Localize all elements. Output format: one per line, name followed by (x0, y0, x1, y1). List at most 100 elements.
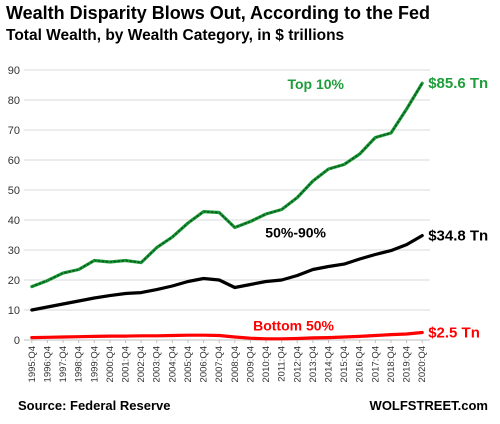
data-point (93, 259, 95, 262)
data-point (390, 334, 392, 336)
data-point (156, 289, 158, 291)
data-point (312, 268, 314, 271)
data-point (327, 168, 330, 170)
data-point (296, 196, 298, 199)
data-point (327, 265, 330, 268)
data-point (421, 82, 423, 84)
x-tick-label: 1995:Q4 (27, 346, 38, 382)
x-tick-label: 2015:Q4 (339, 346, 350, 382)
data-point (312, 337, 314, 339)
data-point (265, 280, 267, 283)
data-point (187, 280, 189, 283)
data-point (421, 331, 423, 334)
data-point (234, 226, 236, 229)
data-point (281, 208, 283, 211)
end-value-label: $85.6 Tn (428, 75, 488, 92)
data-point (359, 335, 361, 337)
y-tick-label: 30 (8, 245, 20, 257)
x-tick-label: 2001:Q4 (121, 346, 132, 382)
source-note: Source: Federal Reserve (18, 398, 171, 413)
x-tick-label: 2002:Q4 (136, 346, 147, 382)
data-point (374, 334, 376, 337)
x-tick-label: 2004:Q4 (167, 346, 178, 382)
data-point (296, 337, 298, 340)
data-point (78, 268, 80, 271)
data-point (187, 334, 189, 336)
x-tick-label: 2006:Q4 (199, 346, 210, 382)
x-tick-label: 2007:Q4 (214, 346, 225, 382)
x-tick-label: 2003:Q4 (152, 346, 163, 382)
brand-logo-text: WOLFSTREET.com (369, 398, 488, 413)
series-line (30, 330, 424, 341)
data-point (109, 261, 111, 263)
x-tick-label: 2017:Q4 (370, 346, 381, 382)
data-point (78, 336, 80, 338)
data-point (312, 180, 314, 182)
data-point (265, 213, 267, 215)
x-tick-label: 2013:Q4 (308, 346, 319, 382)
x-tick-label: 2016:Q4 (355, 346, 366, 382)
data-point (202, 211, 205, 213)
y-tick-label: 70 (8, 125, 20, 137)
data-point (249, 283, 252, 286)
data-point (421, 235, 423, 237)
x-tick-label: 2010:Q4 (261, 346, 272, 382)
data-point (62, 272, 64, 274)
x-tick-label: 2012:Q4 (292, 346, 303, 382)
grid-layer (24, 69, 430, 341)
data-point (281, 338, 283, 340)
data-point (93, 297, 95, 299)
x-axis: 1995:Q4 1996:Q4 1997:Q4 1998:Q4 1999:Q4 2000:… (27, 340, 428, 382)
data-point (374, 136, 376, 139)
data-point (140, 262, 142, 264)
data-point (343, 263, 345, 265)
data-point (109, 295, 111, 297)
x-tick-label: 2005:Q4 (183, 346, 194, 382)
data-point (124, 259, 127, 262)
data-point (171, 285, 173, 287)
data-point (343, 336, 345, 338)
series-line-dots (30, 82, 424, 288)
data-point (62, 336, 64, 338)
data-point (156, 247, 158, 249)
data-point (62, 303, 64, 305)
data-point (281, 279, 283, 281)
y-tick-label: 20 (8, 275, 20, 287)
data-point (249, 220, 252, 223)
data-point (46, 306, 49, 308)
chart-subtitle: Total Wealth, by Wealth Category, in $ t… (6, 27, 345, 44)
data-point (78, 300, 80, 302)
data-point (140, 335, 142, 337)
data-point (296, 274, 298, 277)
data-point (124, 292, 127, 295)
y-tick-label: 50 (8, 185, 20, 197)
data-point (31, 337, 33, 339)
data-point (156, 335, 158, 337)
data-point (359, 258, 361, 260)
data-point (374, 253, 376, 256)
x-tick-label: 2014:Q4 (324, 346, 335, 382)
x-tick-label: 1997:Q4 (58, 346, 69, 382)
y-tick-label: 10 (8, 305, 20, 317)
data-point (359, 153, 361, 155)
data-point (405, 108, 408, 110)
data-point (390, 250, 392, 252)
data-point (93, 335, 95, 337)
chart-title: Wealth Disparity Blows Out, According to… (6, 3, 431, 23)
data-point (265, 338, 267, 340)
data-point (327, 337, 330, 339)
data-point (202, 277, 205, 280)
x-tick-label: 2019:Q4 (402, 346, 413, 382)
x-tick-label: 1996:Q4 (42, 346, 53, 382)
data-point (46, 280, 49, 282)
series-line (30, 234, 424, 312)
x-tick-label: 2011:Q4 (277, 346, 288, 382)
x-tick-label: 1998:Q4 (74, 346, 85, 382)
x-tick-label: 2009:Q4 (245, 346, 256, 382)
data-point (249, 337, 252, 339)
x-tick-label: 2008:Q4 (230, 346, 241, 382)
data-point (171, 236, 173, 238)
data-point (234, 336, 236, 338)
data-point (31, 309, 33, 311)
data-point (218, 211, 220, 214)
